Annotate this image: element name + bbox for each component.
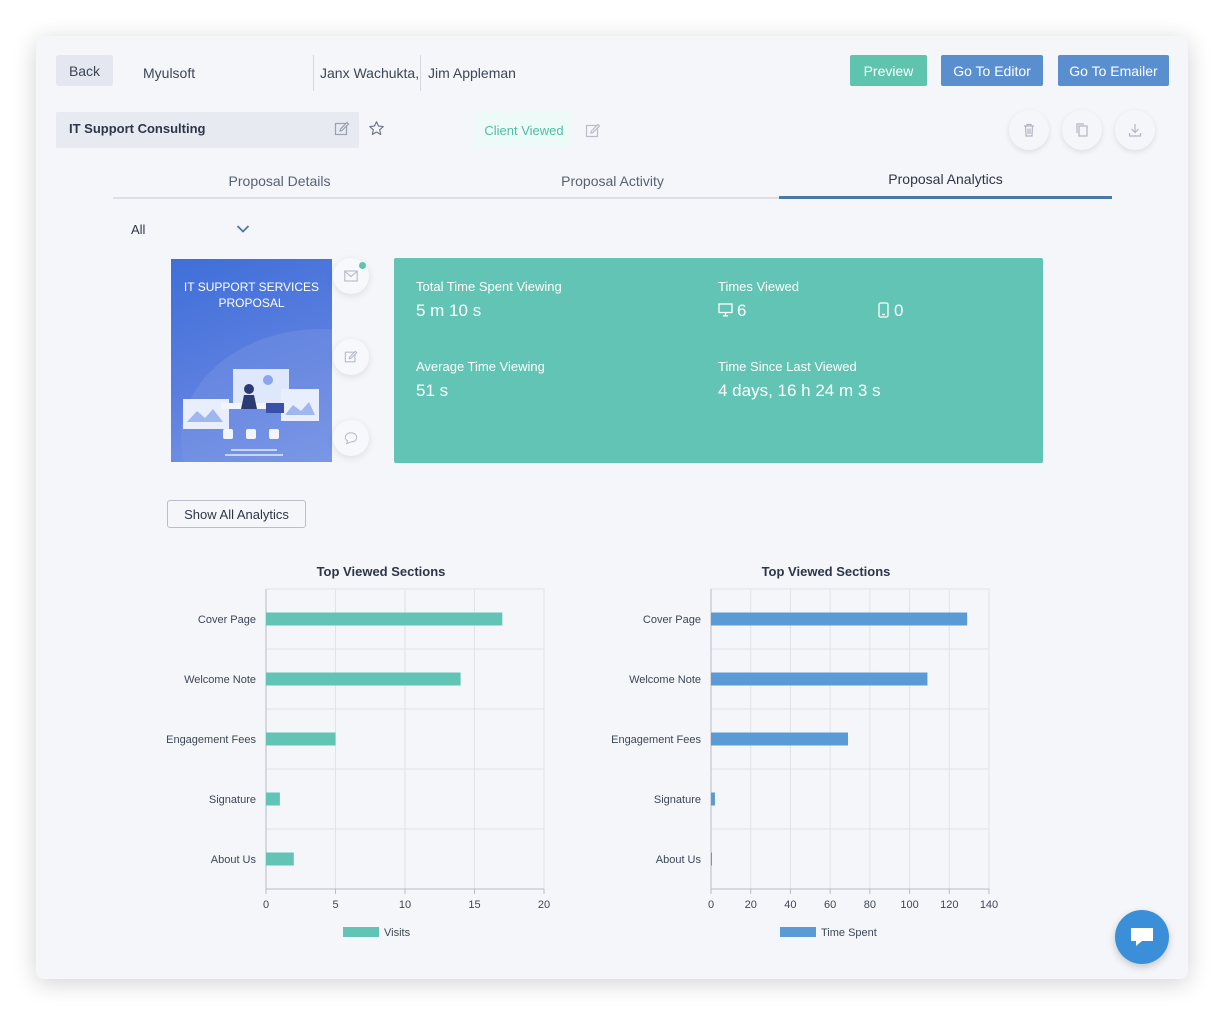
divider [420,55,421,91]
x-tick-label: 140 [980,899,998,911]
show-all-analytics-button[interactable]: Show All Analytics [167,500,306,528]
proposal-thumbnail[interactable]: IT SUPPORT SERVICES PROPOSAL [171,259,332,462]
status-badge: Client Viewed [476,112,572,148]
go-to-emailer-button[interactable]: Go To Emailer [1058,55,1169,86]
go-to-editor-button[interactable]: Go To Editor [941,55,1043,86]
x-tick-label: 60 [824,899,836,911]
chevron-down-icon [236,225,250,233]
category-label: Signature [654,794,701,806]
x-tick-label: 80 [864,899,876,911]
avg-time-label: Average Time Viewing [416,359,545,374]
desktop-icon [718,303,733,317]
proposal-title: IT Support Consulting [69,121,206,136]
x-tick-label: 0 [708,899,714,911]
thumbnail-title: IT SUPPORT SERVICES PROPOSAL [183,280,320,310]
bar-signature [711,792,715,806]
delete-button[interactable] [1009,110,1049,150]
envelope-icon [344,270,358,282]
x-tick-label: 15 [468,899,480,911]
chart-title: Top Viewed Sections [762,564,891,579]
tab-bar: Proposal Details Proposal Activity Propo… [113,162,1112,199]
desktop-views-value: 6 [737,301,747,320]
mobile-icon [878,302,889,318]
download-button[interactable] [1115,110,1155,150]
proposal-title-field[interactable]: IT Support Consulting [56,112,359,148]
analytics-summary-panel: Total Time Spent Viewing 5 m 10 s Times … [394,258,1043,463]
company-name[interactable]: Myulsoft [143,65,196,81]
bar-welcome-note [266,672,461,686]
x-tick-label: 120 [940,899,958,911]
category-label: Cover Page [198,614,256,626]
star-icon[interactable] [368,120,385,137]
x-tick-label: 10 [399,899,411,911]
total-time-label: Total Time Spent Viewing [416,279,562,294]
filter-value: All [131,222,146,237]
chat-button[interactable] [1115,910,1169,964]
x-tick-label: 20 [745,899,757,911]
x-tick-label: 40 [784,899,796,911]
legend-label: Time Spent [821,927,877,939]
chart-title: Top Viewed Sections [317,564,446,579]
cover-illustration [181,329,332,462]
x-tick-label: 5 [332,899,338,911]
times-viewed-label: Times Viewed [718,279,799,294]
copy-icon [1076,123,1088,137]
edit-status-icon[interactable] [585,123,601,139]
recipient-filter-select[interactable]: All [131,218,261,242]
tab-proposal-details[interactable]: Proposal Details [228,172,331,189]
duplicate-button[interactable] [1062,110,1102,150]
bar-about-us [266,852,294,866]
comment-icon [344,432,358,445]
x-tick-label: 100 [900,899,918,911]
download-icon [1128,124,1142,137]
since-last-label: Time Since Last Viewed [718,359,857,374]
chat-icon [1131,928,1153,946]
app-window: Back Myulsoft Janx Wachukta, Jim Applema… [36,36,1188,979]
edit-action-button[interactable] [333,339,369,375]
legend-swatch [780,927,816,937]
category-label: Signature [209,794,256,806]
comment-action-button[interactable] [333,420,369,456]
category-label: About Us [656,854,702,866]
edit-icon [344,350,358,363]
bar-about-us [711,852,712,866]
total-time-value: 5 m 10 s [416,301,482,320]
mobile-views-value: 0 [894,301,904,320]
legend-swatch [343,927,379,937]
email-action-button[interactable] [333,258,369,294]
category-label: Engagement Fees [166,734,256,746]
since-last-value: 4 days, 16 h 24 m 3 s [718,381,881,400]
category-label: Welcome Note [184,674,256,686]
bar-welcome-note [711,672,928,686]
category-label: About Us [211,854,257,866]
preview-button[interactable]: Preview [850,55,927,86]
category-label: Cover Page [643,614,701,626]
bar-cover-page [711,612,968,626]
edit-icon[interactable] [334,121,350,137]
legend-label: Visits [384,927,411,939]
notification-dot [359,262,366,269]
back-button[interactable]: Back [56,55,113,86]
x-tick-label: 20 [538,899,550,911]
avg-time-value: 51 s [416,381,449,400]
time-spent-bar-chart: Top Viewed Sections 0 20 40 60 80 100 120 140 Cov… [611,564,998,939]
x-tick-label: 0 [263,899,269,911]
contact-name[interactable]: Jim Appleman [428,65,516,81]
tab-proposal-analytics[interactable]: Proposal Analytics [779,162,1112,199]
divider [313,55,314,91]
category-label: Welcome Note [629,674,701,686]
trash-icon [1024,123,1034,137]
contact-name[interactable]: Janx Wachukta, [320,65,420,81]
category-label: Engagement Fees [611,734,701,746]
visits-bar-chart: Top Viewed Sections 0 5 10 15 20 Cover Page Wel… [166,564,550,939]
bar-engagement-fees [266,732,336,746]
bar-cover-page [266,612,503,626]
bar-signature [266,792,280,806]
tab-proposal-activity[interactable]: Proposal Activity [561,172,664,189]
bar-engagement-fees [711,732,849,746]
